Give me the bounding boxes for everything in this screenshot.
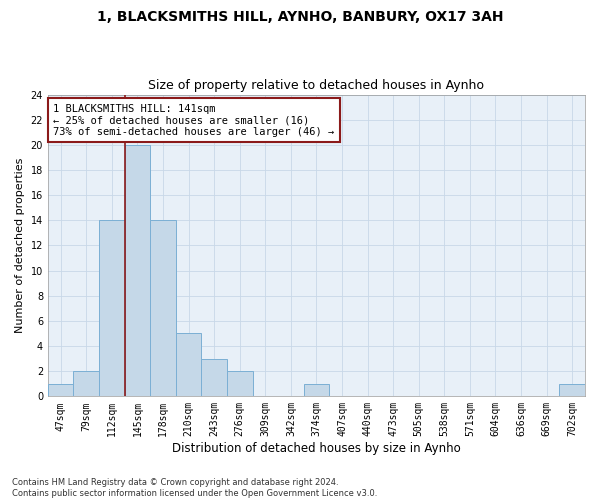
Bar (227, 371, 253, 396)
Bar (48, 384, 73, 396)
Bar (202, 358, 227, 397)
Bar (176, 334, 202, 396)
Text: 1 BLACKSMITHS HILL: 141sqm
← 25% of detached houses are smaller (16)
73% of semi: 1 BLACKSMITHS HILL: 141sqm ← 25% of deta… (53, 104, 335, 137)
Text: Contains HM Land Registry data © Crown copyright and database right 2024.
Contai: Contains HM Land Registry data © Crown c… (12, 478, 377, 498)
Bar (99, 220, 125, 396)
Bar (150, 220, 176, 396)
Bar (125, 145, 150, 397)
Bar (304, 384, 329, 396)
X-axis label: Distribution of detached houses by size in Aynho: Distribution of detached houses by size … (172, 442, 461, 455)
Y-axis label: Number of detached properties: Number of detached properties (15, 158, 25, 333)
Title: Size of property relative to detached houses in Aynho: Size of property relative to detached ho… (148, 79, 484, 92)
Text: 1, BLACKSMITHS HILL, AYNHO, BANBURY, OX17 3AH: 1, BLACKSMITHS HILL, AYNHO, BANBURY, OX1… (97, 10, 503, 24)
Bar (73, 371, 99, 396)
Bar (559, 384, 585, 396)
